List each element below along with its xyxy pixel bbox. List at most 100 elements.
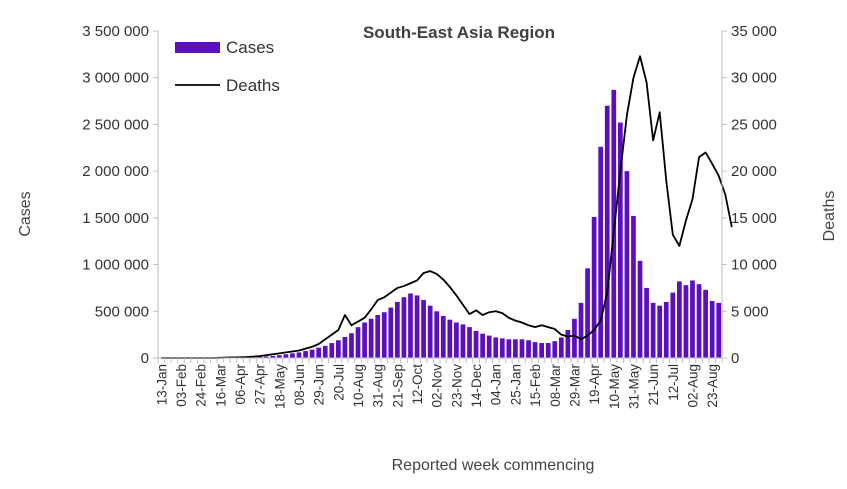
cases-bar	[447, 319, 453, 358]
cases-bar	[303, 350, 308, 358]
cases-bar	[408, 293, 413, 358]
cases-bars	[217, 89, 722, 359]
cases-bar	[650, 302, 656, 358]
cases-bar	[558, 337, 564, 358]
y-tick-label: 1 500 000	[82, 210, 149, 227]
x-tick-label: 21-Sep	[390, 364, 405, 408]
cases-bar	[486, 335, 492, 358]
legend: Cases Deaths	[175, 38, 280, 95]
y-tick-label: 0	[141, 350, 149, 367]
cases-bar	[421, 300, 426, 358]
y2-tick-label: 20 000	[731, 163, 777, 180]
cases-bar	[434, 311, 440, 358]
cases-bar	[657, 305, 663, 358]
x-tick-label: 29-Mar	[567, 364, 582, 407]
cases-bar	[637, 260, 643, 358]
cases-bar	[519, 339, 525, 358]
cases-bar	[368, 318, 374, 358]
y-tick-label: 500 000	[95, 303, 149, 320]
cases-bar	[263, 356, 269, 358]
y2-tick-label: 35 000	[731, 23, 777, 40]
cases-bar	[499, 338, 505, 358]
cases-bar	[677, 281, 682, 358]
x-tick-label: 15-Feb	[528, 364, 543, 407]
deaths-line-layer	[161, 55, 733, 359]
cases-bar	[565, 329, 571, 358]
y-tick-label: 3 500 000	[82, 23, 149, 40]
x-tick-label: 04-Jan	[489, 364, 504, 405]
cases-bar	[480, 333, 485, 358]
y-tick-label: 1 000 000	[82, 257, 149, 274]
cases-bar	[440, 315, 446, 358]
x-tick-label: 08-Mar	[548, 364, 563, 407]
x-tick-label: 16-Mar	[213, 364, 228, 407]
cases-bar	[322, 345, 328, 358]
cases-bar	[598, 146, 604, 358]
x-tick-label: 19-Apr	[587, 364, 602, 405]
cases-bar	[552, 341, 558, 358]
cases-bar	[414, 295, 420, 358]
legend-cases-label: Cases	[226, 38, 274, 57]
x-tick-label: 08-Jun	[292, 364, 307, 405]
x-tick-label: 18-May	[272, 364, 287, 409]
cases-bar	[591, 216, 597, 358]
x-tick-label: 31-May	[626, 364, 641, 409]
x-tick-label: 29-Jun	[312, 364, 327, 405]
cases-bar	[578, 302, 584, 358]
cases-bar	[473, 330, 479, 358]
x-tick-label: 13-Jan	[154, 364, 169, 405]
cases-bar	[375, 315, 381, 358]
cases-bar	[270, 355, 276, 358]
deaths-line	[161, 55, 733, 359]
x-tick-label: 27-Apr	[253, 364, 268, 405]
cases-bar	[585, 268, 590, 358]
cases-bar	[644, 287, 649, 358]
cases-bar	[349, 333, 354, 358]
cases-bar	[309, 349, 315, 358]
y-axis-title: Cases	[17, 191, 34, 236]
cases-bar	[342, 336, 348, 358]
y-tick-label: 2 500 000	[82, 116, 149, 133]
cases-bar	[362, 322, 367, 358]
cases-bar	[617, 122, 623, 358]
x-tick-label: 12-Jul	[666, 364, 681, 401]
x-tick-label: 20-Jul	[331, 364, 346, 401]
x-ticks: 13-Jan 03-Feb 24-Feb 16-Mar 06-Apr 27-Apr 18-M…	[154, 358, 723, 409]
x-tick-label: 25-Jan	[508, 364, 523, 405]
y2-axis-title: Deaths	[821, 191, 838, 242]
cases-bar	[388, 307, 394, 358]
cases-bar	[427, 305, 433, 358]
cases-bar	[703, 289, 708, 358]
x-tick-label: 10-Aug	[351, 364, 366, 408]
x-tick-label: 31-Aug	[371, 364, 386, 408]
y2-tick-label: 5 000	[731, 303, 769, 320]
cases-bar	[467, 327, 472, 358]
x-tick-label: 21-Jun	[646, 364, 661, 405]
y2-tick-label: 0	[731, 350, 739, 367]
cases-bar	[381, 312, 387, 358]
cases-bar	[454, 322, 459, 358]
y2-tick-label: 15 000	[731, 210, 777, 227]
legend-deaths-label: Deaths	[226, 76, 280, 95]
cases-bar	[290, 353, 295, 358]
cases-bar	[316, 347, 322, 358]
y2-tick-label: 30 000	[731, 70, 777, 87]
cases-bar	[335, 340, 341, 358]
cases-bar	[526, 340, 531, 358]
cases-bar	[401, 297, 407, 358]
cases-bar	[572, 318, 577, 358]
right-y-ticks: 0 5 000 10 000 15 000 20 000 25 000 30 000 35 0…	[722, 23, 777, 367]
cases-bar	[506, 339, 512, 358]
cases-bar	[604, 105, 610, 359]
x-tick-label: 02-Nov	[430, 364, 445, 408]
cases-bar	[296, 352, 302, 358]
cases-bar	[532, 342, 538, 358]
left-y-ticks: 0 500 000 1 000 000 1 500 000 2 000 000 2 500…	[82, 23, 158, 367]
x-tick-label: 03-Feb	[174, 364, 189, 407]
cases-bar	[493, 337, 499, 358]
y-tick-label: 2 000 000	[82, 163, 149, 180]
x-tick-label: 23-Nov	[449, 364, 464, 408]
x-tick-label: 12-Oct	[410, 364, 425, 405]
